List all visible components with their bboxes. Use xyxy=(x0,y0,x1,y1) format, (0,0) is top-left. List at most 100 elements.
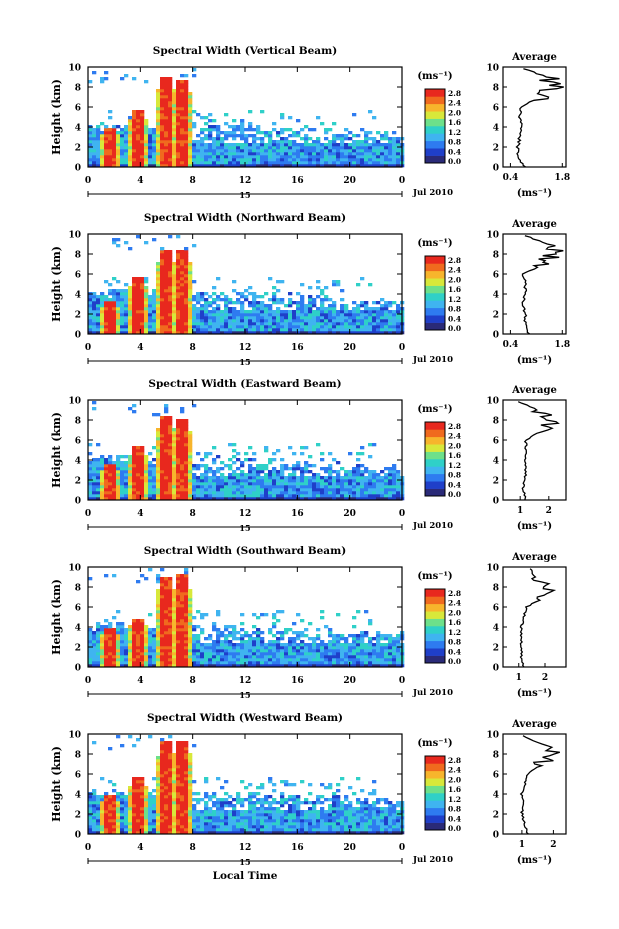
heatmap-cell xyxy=(348,655,353,659)
heatmap-cell xyxy=(172,640,177,644)
heatmap-cell xyxy=(232,482,237,486)
heatmap-cell xyxy=(108,661,113,665)
heatmap-cell xyxy=(176,86,181,90)
heatmap-cell xyxy=(192,482,197,486)
heatmap-cell xyxy=(280,152,285,156)
heatmap-cell xyxy=(240,292,245,296)
heatmap-cell xyxy=(268,488,273,492)
heatmap-cell xyxy=(264,646,269,650)
heatmap-cell xyxy=(240,322,245,326)
heatmap-cell xyxy=(296,131,301,135)
heatmap-cell xyxy=(356,661,361,665)
heatmap-cell xyxy=(204,637,209,641)
colorbar-tick-label: 0.0 xyxy=(448,157,461,166)
heatmap-cell xyxy=(224,295,229,299)
heatmap-cell xyxy=(284,146,289,150)
heatmap-cell xyxy=(344,491,349,495)
heatmap-cell xyxy=(324,328,329,332)
average-title: Average xyxy=(511,385,557,396)
heatmap-cell xyxy=(176,595,181,599)
heatmap-cell xyxy=(320,149,325,153)
heatmap-cell xyxy=(184,440,189,444)
heatmap-cell xyxy=(312,655,317,659)
heatmap-cell xyxy=(156,113,161,117)
heatmap-cell xyxy=(396,652,401,656)
heatmap-cell xyxy=(176,164,181,168)
heatmap-cell xyxy=(116,637,121,641)
heatmap-cell xyxy=(112,637,117,641)
heatmap-cell xyxy=(224,491,229,495)
heatmap-cell xyxy=(228,476,233,480)
heatmap-cell xyxy=(252,134,257,138)
heatmap-cell xyxy=(228,473,233,477)
heatmap-cell xyxy=(320,304,325,308)
heatmap-cell xyxy=(148,146,153,150)
heatmap-cell xyxy=(268,655,273,659)
heatmap-cell xyxy=(184,250,189,254)
heatmap-cell xyxy=(104,461,109,465)
heatmap-cell xyxy=(220,328,225,332)
heatmap-cell xyxy=(184,265,189,269)
heatmap-cell xyxy=(120,643,125,647)
heatmap-cell xyxy=(120,807,125,811)
heatmap-cell xyxy=(352,164,357,168)
heatmap-cell xyxy=(372,488,377,492)
heatmap-cell xyxy=(96,158,101,162)
heatmap-cell xyxy=(112,161,117,165)
heatmap-cell xyxy=(92,131,97,135)
heatmap-cell xyxy=(368,443,373,447)
heatmap-cell xyxy=(116,494,121,498)
heatmap-cell xyxy=(320,497,325,501)
heatmap-cell xyxy=(176,458,181,462)
heatmap-cell xyxy=(396,143,401,147)
heatmap-cell xyxy=(188,467,193,471)
heatmap-cell xyxy=(364,479,369,483)
heatmap-cell xyxy=(180,461,185,465)
heatmap-cell xyxy=(216,467,221,471)
heatmap-cell xyxy=(328,482,333,486)
heatmap-cell xyxy=(360,473,365,477)
heatmap-cell xyxy=(144,328,149,332)
heatmap-cell xyxy=(160,80,165,84)
heatmap-cell xyxy=(232,325,237,329)
heatmap-cell xyxy=(200,482,205,486)
heatmap-cell xyxy=(156,298,161,302)
heatmap-cell xyxy=(380,643,385,647)
heatmap-cell xyxy=(104,143,109,147)
heatmap-cell xyxy=(216,658,221,662)
heatmap-cell xyxy=(180,449,185,453)
heatmap-cell xyxy=(276,149,281,153)
heatmap-cell xyxy=(188,640,193,644)
heatmap-cell xyxy=(184,446,189,450)
heatmap-cell xyxy=(100,161,105,165)
heatmap-cell xyxy=(252,482,257,486)
heatmap-cell xyxy=(392,464,397,468)
heatmap-cell xyxy=(176,467,181,471)
heatmap-cell xyxy=(264,164,269,168)
heatmap-cell xyxy=(272,470,277,474)
heatmap-cell xyxy=(204,155,209,159)
heatmap-cell xyxy=(164,628,169,632)
heatmap-cell xyxy=(100,458,105,462)
colorbar-tick-label: 0.0 xyxy=(448,657,461,666)
colorbar-tick-label: 2.0 xyxy=(448,608,461,617)
heatmap-cell xyxy=(308,155,313,159)
heatmap-cell xyxy=(96,822,101,826)
heatmap-cell xyxy=(216,476,221,480)
heatmap-cell xyxy=(308,286,313,290)
heatmap-cell xyxy=(332,634,337,638)
heatmap-cell xyxy=(392,658,397,662)
heatmap-cell xyxy=(120,292,125,296)
heatmap-cell xyxy=(156,101,161,105)
heatmap-cell xyxy=(284,128,289,132)
heatmap-cell xyxy=(128,652,133,656)
heatmap-cell xyxy=(308,637,313,641)
heatmap-cell xyxy=(124,649,129,653)
heatmap-cell xyxy=(224,628,229,632)
heatmap-cell xyxy=(304,322,309,326)
heatmap-cell xyxy=(284,631,289,635)
heatmap-cell xyxy=(92,292,97,296)
heatmap-cell xyxy=(104,628,109,632)
heatmap-cell xyxy=(108,289,113,293)
heatmap-cell xyxy=(352,467,357,471)
